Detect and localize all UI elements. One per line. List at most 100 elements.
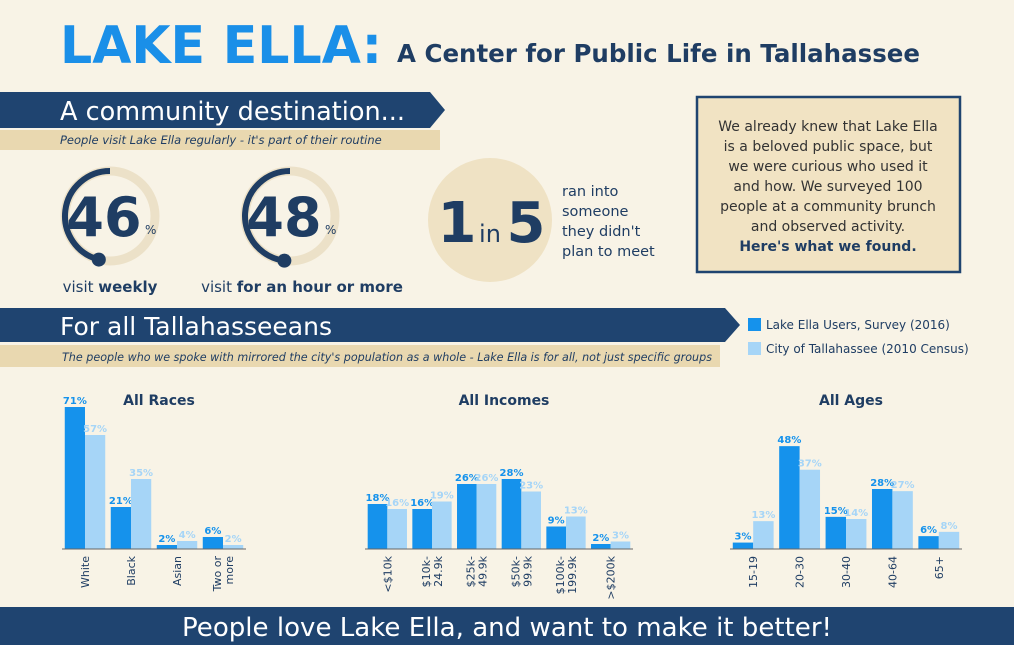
value-label: 13% (751, 510, 775, 521)
value-label: 26% (475, 473, 499, 484)
x-tick-line: 199.9k (566, 555, 579, 593)
callout-emphasis: Here's what we found. (739, 239, 916, 255)
chart-title: All Races (123, 393, 195, 409)
bar (566, 516, 586, 549)
x-tick-line: 99.9k (521, 555, 534, 586)
legend-swatch (748, 318, 761, 331)
callout-text: is a beloved public space, but (724, 139, 933, 155)
legend-swatch (748, 342, 761, 355)
legend-label: City of Tallahassee (2010 Census) (766, 342, 969, 356)
callout-text: we were curious who used it (728, 159, 928, 175)
value-label: 71% (63, 396, 87, 407)
banner (0, 92, 445, 128)
x-tick-label: <$10k (381, 555, 394, 592)
bar (64, 407, 85, 549)
value-label: 14% (844, 508, 868, 519)
bar (799, 469, 821, 549)
value-label: 16% (410, 498, 434, 509)
footer-bar (0, 607, 1014, 645)
stat-label: visit for an hour or more (201, 278, 403, 296)
x-tick-label: $100k-199.9k (554, 555, 579, 594)
callout-text: people at a community brunch (720, 199, 936, 215)
subtitle: A Center for Public Life in Tallahassee (397, 39, 920, 68)
ring-dot (91, 252, 106, 267)
x-tick-label: $50k-99.9k (509, 555, 534, 587)
stat-unit: % (145, 223, 156, 237)
stat-label-bold: weekly (98, 278, 157, 296)
value-label: 37% (798, 459, 822, 470)
bar (476, 484, 497, 549)
stat-unit: % (325, 223, 336, 237)
callout-text: and how. We surveyed 100 (733, 179, 922, 195)
callout-text: We already knew that Lake Ella (718, 119, 937, 135)
tagline-strip (0, 130, 440, 150)
x-tick-line: $50k- (509, 556, 522, 587)
x-tick-label: 15-19 (747, 556, 760, 588)
tagline-strip (0, 345, 720, 367)
banner (0, 308, 740, 342)
callout-text: and observed activity. (751, 219, 905, 235)
stat-label-text: visit (201, 278, 237, 296)
value-label: 19% (430, 491, 454, 502)
bar (871, 489, 893, 549)
encounter-circle (428, 158, 552, 282)
value-label: 16% (385, 498, 409, 509)
x-tick-label: 20-30 (794, 556, 807, 588)
section-tagline: People visit Lake Ella regularly - it's … (60, 133, 382, 147)
chart-title: All Ages (819, 393, 883, 409)
bar (110, 507, 131, 549)
x-tick-label: $10k-24.9k (420, 555, 445, 587)
bar (387, 509, 407, 549)
ring-arc (242, 168, 291, 264)
value-label: 2% (592, 533, 609, 544)
x-tick-label: Two ormore (211, 556, 236, 593)
encounter-text: they didn't (562, 224, 641, 240)
value-label: 2% (158, 534, 175, 545)
value-label: 27% (891, 480, 915, 491)
bar (457, 484, 477, 549)
x-tick-label: 30-40 (840, 556, 853, 588)
encounter-word: in (479, 220, 501, 248)
ring-arc (62, 168, 111, 263)
chart-title: All Incomes (459, 393, 550, 409)
x-tick-line: Two or (211, 556, 224, 593)
ring-dot (277, 253, 292, 268)
x-tick-line: $10k- (420, 556, 433, 587)
section-heading: For all Tallahasseeans (60, 312, 332, 341)
value-label: 35% (129, 468, 153, 479)
x-tick-line: 24.9k (432, 555, 445, 586)
value-label: 15% (824, 506, 848, 517)
encounter-text: someone (562, 204, 629, 220)
bar (546, 526, 566, 549)
legend-label: Lake Ella Users, Survey (2016) (766, 318, 950, 332)
bar (610, 541, 631, 549)
value-label: 28% (500, 468, 524, 479)
x-tick-label: White (79, 556, 92, 588)
bar (732, 542, 754, 549)
bar (367, 504, 388, 549)
bar (918, 536, 939, 549)
value-label: 8% (941, 521, 958, 532)
bar (85, 435, 106, 549)
bar (177, 541, 198, 549)
bar (825, 516, 846, 549)
value-label: 6% (920, 525, 937, 536)
value-label: 48% (777, 435, 801, 446)
bar (892, 491, 913, 549)
bar (202, 537, 223, 549)
bar (846, 519, 867, 549)
value-label: 9% (548, 516, 565, 527)
bar (753, 521, 774, 549)
value-label: 3% (734, 532, 751, 543)
encounter-number: 5 (507, 191, 546, 256)
section-heading: A community destination... (60, 97, 405, 127)
value-label: 3% (612, 531, 629, 542)
x-tick-label: >$200k (605, 555, 618, 599)
encounter-number: 1 (438, 191, 477, 256)
value-label: 26% (455, 473, 479, 484)
stat-label-text: visit (63, 278, 99, 296)
x-tick-line: more (223, 556, 236, 585)
x-tick-label: Asian (171, 556, 184, 586)
stat-value: 46 (66, 186, 141, 249)
